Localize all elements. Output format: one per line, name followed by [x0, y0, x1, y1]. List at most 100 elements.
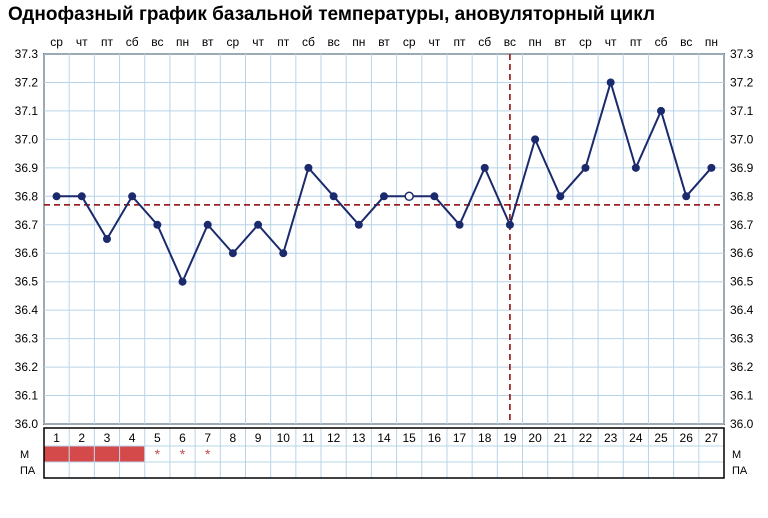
day-number: 27 — [705, 431, 719, 445]
day-number: 25 — [654, 431, 668, 445]
day-number: 13 — [352, 431, 366, 445]
data-point — [179, 278, 187, 286]
y-tick-left: 37.3 — [15, 47, 39, 61]
day-number: 18 — [478, 431, 492, 445]
y-tick-left: 36.2 — [15, 360, 39, 374]
y-tick-right: 36.6 — [730, 246, 754, 260]
y-tick-left: 37.2 — [15, 75, 39, 89]
y-tick-left: 36.9 — [15, 161, 39, 175]
weekday-label: пт — [101, 35, 113, 49]
weekday-label: вс — [680, 35, 692, 49]
y-tick-left: 36.4 — [15, 303, 39, 317]
y-tick-left: 36.7 — [15, 218, 39, 232]
weekday-label: сб — [302, 35, 315, 49]
data-point — [581, 164, 589, 172]
day-number: 22 — [579, 431, 593, 445]
data-point — [355, 221, 363, 229]
day-number: 9 — [255, 431, 262, 445]
data-point — [304, 164, 312, 172]
day-number: 16 — [428, 431, 442, 445]
day-number: 23 — [604, 431, 618, 445]
weekday-label: вт — [378, 35, 390, 49]
weekday-label: чт — [252, 35, 264, 49]
day-number: 14 — [377, 431, 391, 445]
data-point — [556, 192, 564, 200]
menstruation-cell — [95, 447, 119, 462]
data-point — [204, 221, 212, 229]
weekday-label: чт — [605, 35, 617, 49]
y-tick-right: 36.1 — [730, 389, 754, 403]
data-point — [632, 164, 640, 172]
weekday-label: пт — [277, 35, 289, 49]
data-point — [103, 235, 111, 243]
data-point — [128, 192, 136, 200]
data-point — [456, 221, 464, 229]
row-label-left: М — [20, 449, 29, 461]
y-tick-right: 37.3 — [730, 47, 754, 61]
temperature-line — [57, 82, 712, 281]
y-tick-right: 36.8 — [730, 189, 754, 203]
day-number: 2 — [78, 431, 85, 445]
day-number: 6 — [179, 431, 186, 445]
y-tick-right: 37.1 — [730, 104, 754, 118]
plot-border — [44, 54, 724, 424]
y-tick-left: 36.6 — [15, 246, 39, 260]
data-point — [254, 221, 262, 229]
y-tick-left: 36.0 — [15, 417, 39, 431]
data-point — [682, 192, 690, 200]
chart-title: Однофазный график базальной температуры,… — [0, 0, 768, 30]
y-tick-left: 36.1 — [15, 389, 39, 403]
star-marker: * — [180, 446, 186, 462]
day-number: 19 — [503, 431, 517, 445]
data-point — [380, 192, 388, 200]
day-number: 15 — [403, 431, 417, 445]
day-number: 24 — [629, 431, 643, 445]
data-point — [506, 221, 514, 229]
weekday-label: чт — [76, 35, 88, 49]
row-label-left: ПА — [20, 465, 36, 477]
bbt-chart: срчтптсбвспнвтсрчтптсбвспнвтсрчтптсбвспн… — [0, 30, 768, 518]
weekday-label: вс — [151, 35, 163, 49]
data-point — [330, 192, 338, 200]
weekday-label: пт — [630, 35, 642, 49]
y-tick-right: 36.2 — [730, 360, 754, 374]
day-number: 11 — [302, 431, 315, 445]
day-number: 8 — [230, 431, 237, 445]
weekday-label: пн — [352, 35, 365, 49]
weekday-label: ср — [227, 35, 240, 49]
y-tick-right: 36.9 — [730, 161, 754, 175]
data-point — [707, 164, 715, 172]
y-tick-right: 36.0 — [730, 417, 754, 431]
data-point — [531, 135, 539, 143]
data-point — [481, 164, 489, 172]
weekday-label: ср — [50, 35, 63, 49]
weekday-label: пт — [454, 35, 466, 49]
weekday-label: пн — [176, 35, 189, 49]
day-number: 3 — [104, 431, 111, 445]
y-tick-right: 36.3 — [730, 332, 754, 346]
weekday-label: чт — [428, 35, 440, 49]
menstruation-cell — [45, 447, 69, 462]
day-number: 4 — [129, 431, 136, 445]
weekday-label: вс — [328, 35, 340, 49]
weekday-label: вт — [202, 35, 214, 49]
data-point — [430, 192, 438, 200]
y-tick-left: 36.5 — [15, 275, 39, 289]
y-tick-left: 37.0 — [15, 132, 39, 146]
weekday-label: ср — [579, 35, 592, 49]
y-tick-right: 37.2 — [730, 75, 754, 89]
weekday-label: ср — [403, 35, 416, 49]
weekday-label: сб — [126, 35, 139, 49]
day-number: 20 — [528, 431, 542, 445]
weekday-label: вс — [504, 35, 516, 49]
row-label-right: М — [732, 449, 741, 461]
data-point — [78, 192, 86, 200]
weekday-label: пн — [529, 35, 542, 49]
weekday-label: пн — [705, 35, 718, 49]
y-tick-right: 37.0 — [730, 132, 754, 146]
y-tick-right: 36.7 — [730, 218, 754, 232]
day-number: 26 — [680, 431, 694, 445]
day-number: 10 — [277, 431, 291, 445]
y-tick-left: 36.8 — [15, 189, 39, 203]
y-tick-left: 37.1 — [15, 104, 39, 118]
